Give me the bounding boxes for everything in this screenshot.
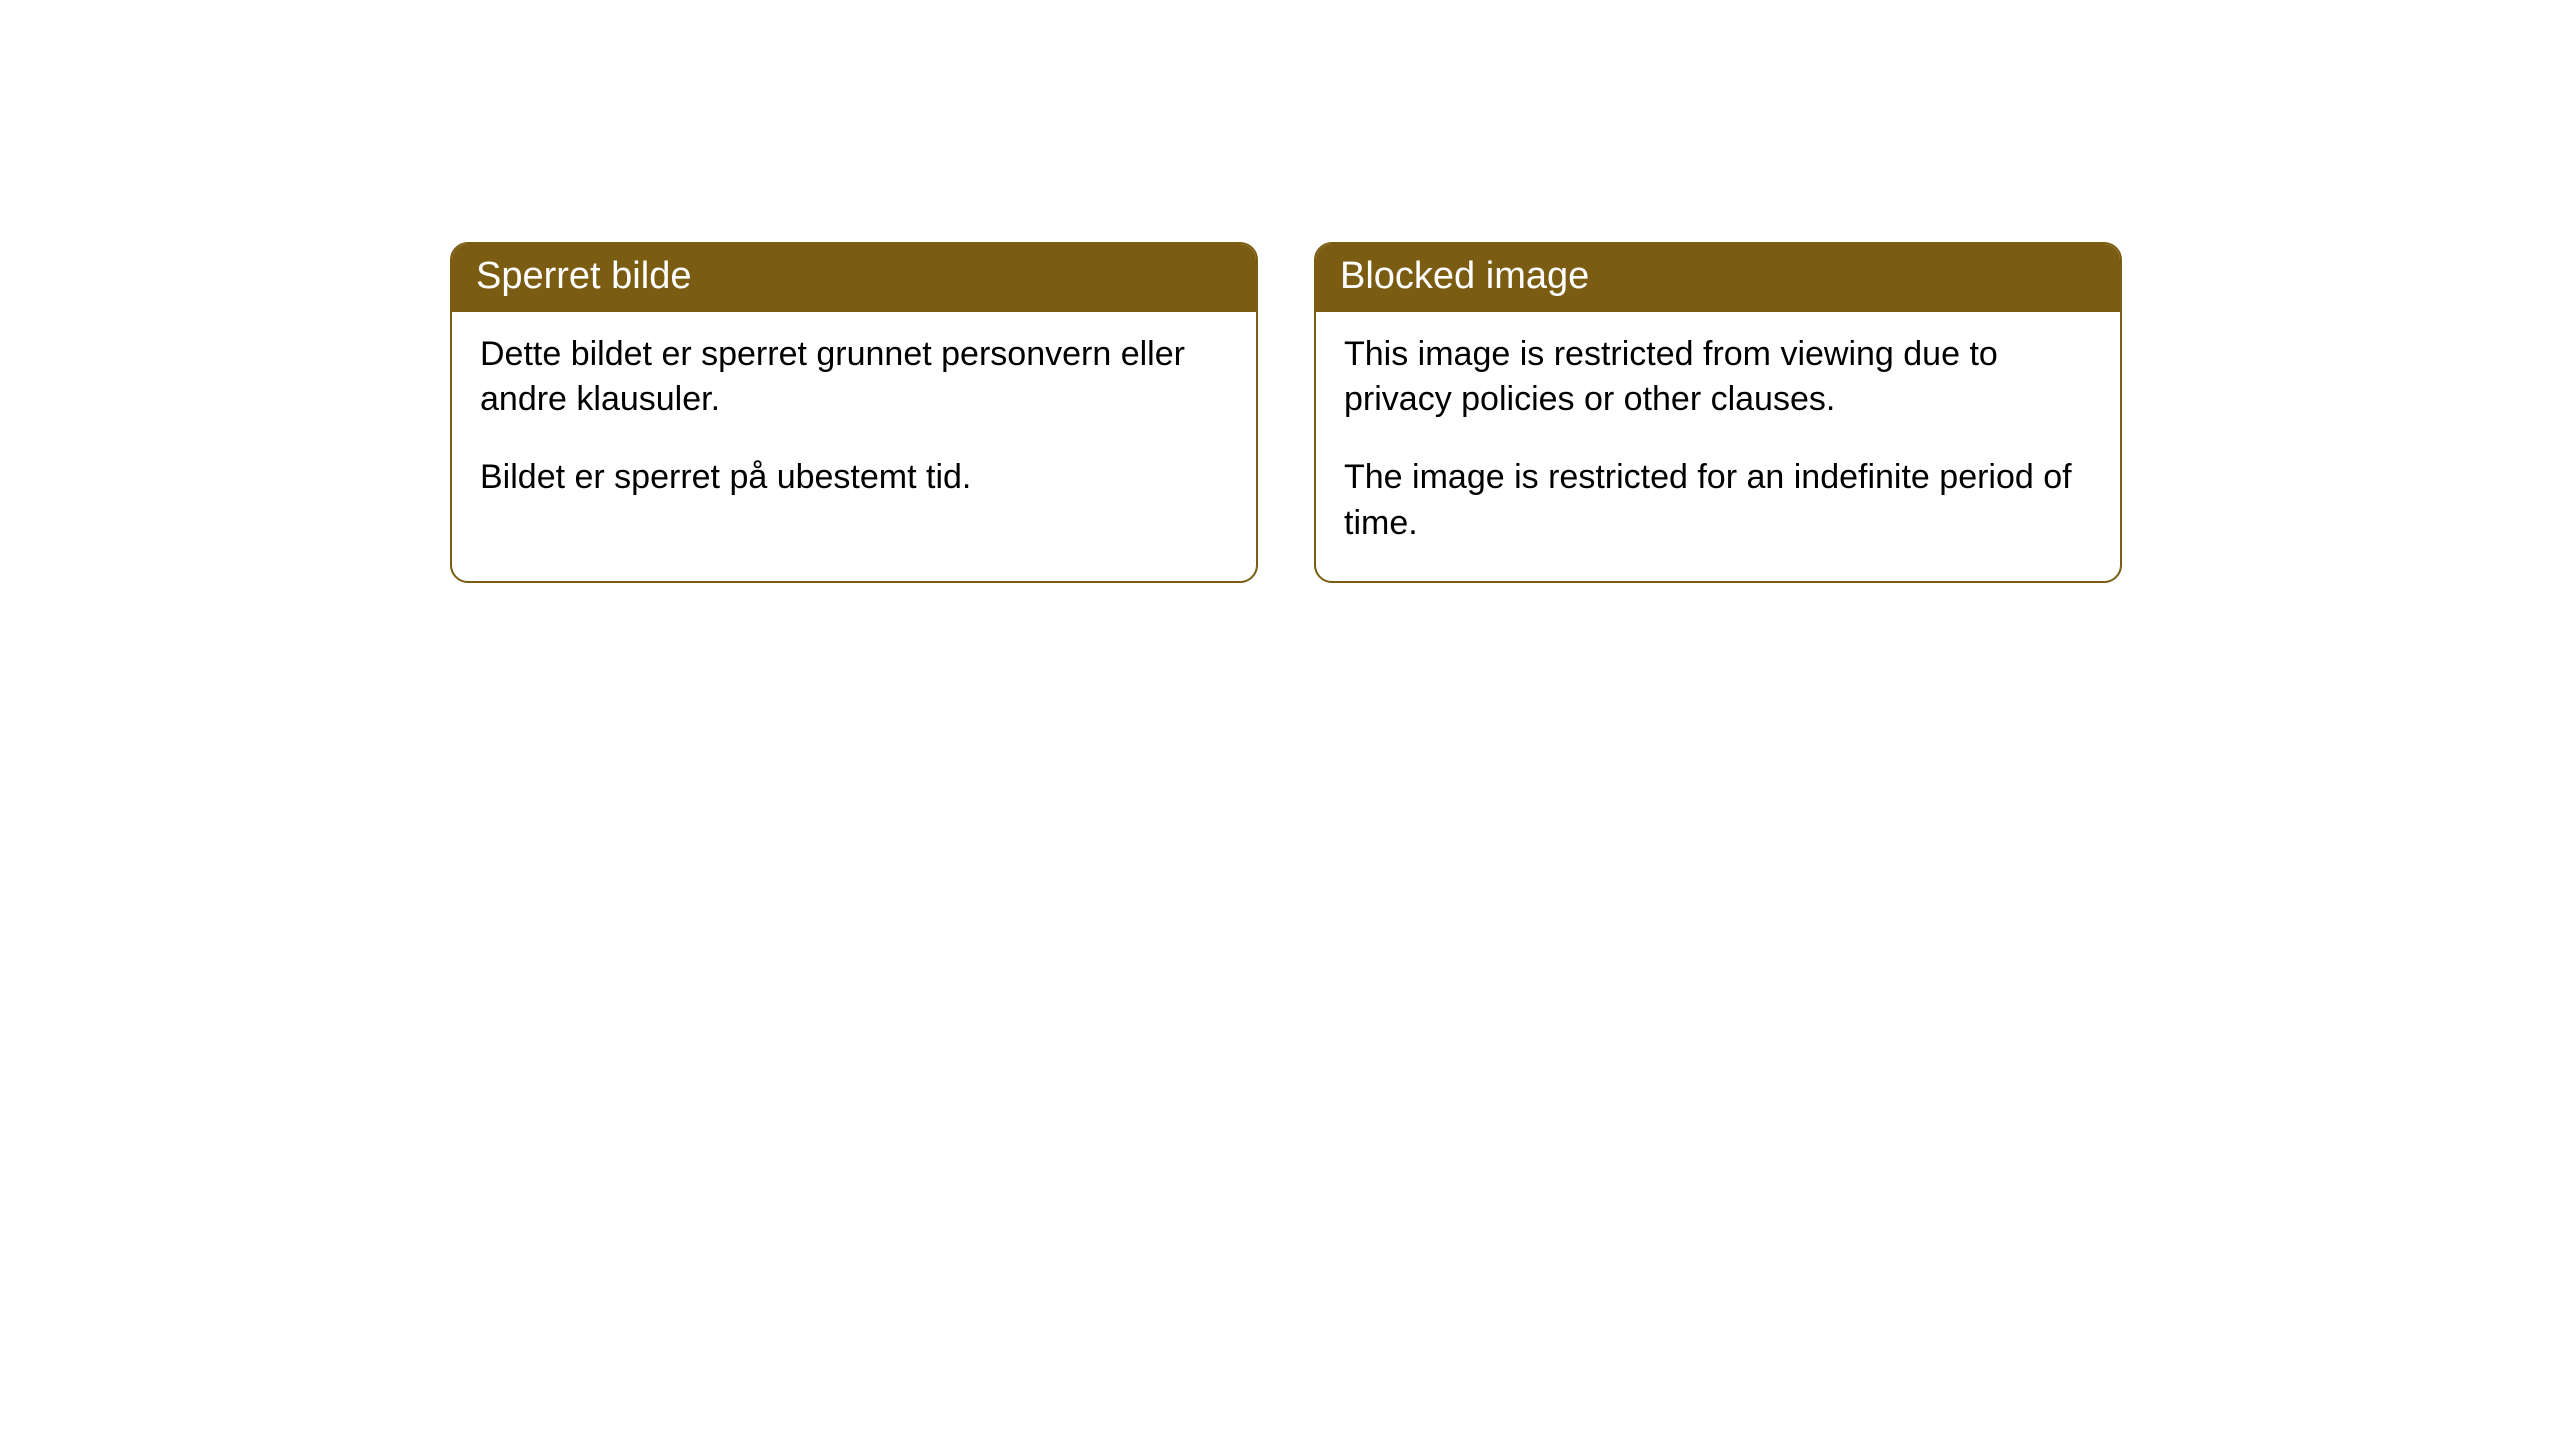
notice-paragraph: This image is restricted from viewing du… xyxy=(1344,332,2092,424)
notice-paragraph: Dette bildet er sperret grunnet personve… xyxy=(480,332,1228,424)
notices-container: Sperret bilde Dette bildet er sperret gr… xyxy=(0,0,2560,583)
notice-header: Blocked image xyxy=(1316,244,2120,312)
notice-body: This image is restricted from viewing du… xyxy=(1316,312,2120,582)
notice-header: Sperret bilde xyxy=(452,244,1256,312)
notice-card-norwegian: Sperret bilde Dette bildet er sperret gr… xyxy=(450,242,1258,583)
notice-card-english: Blocked image This image is restricted f… xyxy=(1314,242,2122,583)
notice-body: Dette bildet er sperret grunnet personve… xyxy=(452,312,1256,536)
notice-paragraph: The image is restricted for an indefinit… xyxy=(1344,455,2092,547)
notice-paragraph: Bildet er sperret på ubestemt tid. xyxy=(480,455,1228,501)
